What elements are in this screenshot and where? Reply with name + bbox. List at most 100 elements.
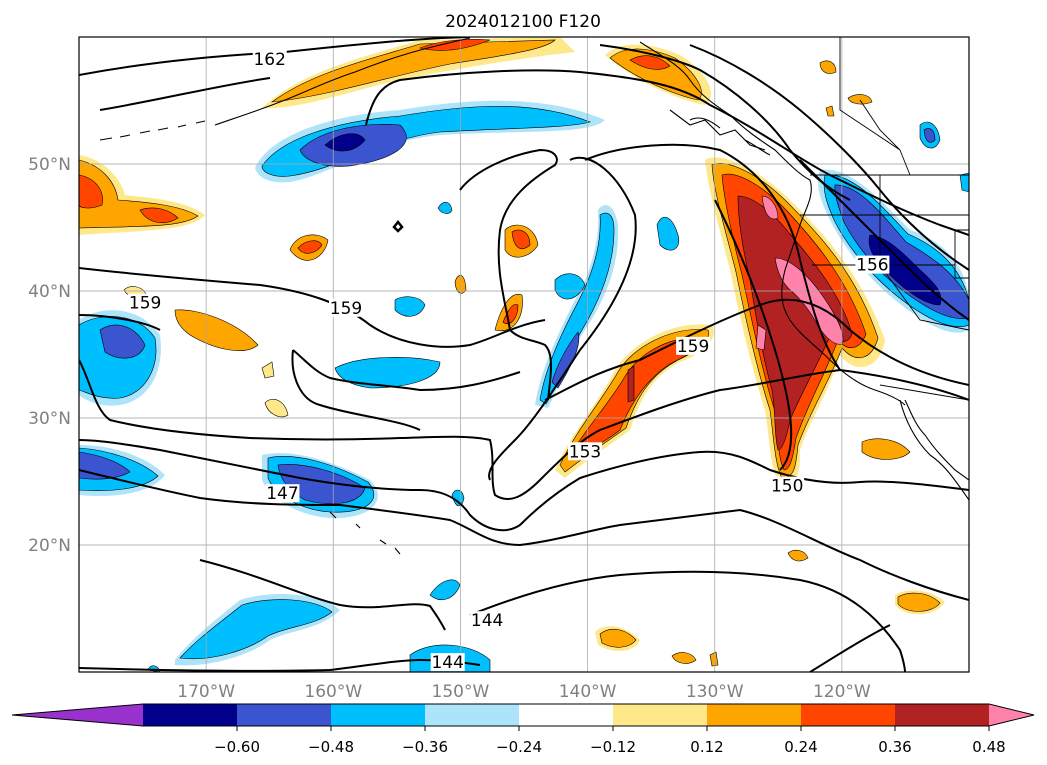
state-border <box>954 229 969 279</box>
positive-anomaly-region <box>261 361 275 379</box>
contour-line <box>365 69 969 236</box>
colorbar-bin <box>895 704 990 726</box>
contour-line-156 <box>292 349 521 392</box>
positive-anomaly-region <box>174 309 259 351</box>
positive-anomaly-region <box>787 549 809 562</box>
negative-anomaly-region <box>451 489 465 507</box>
contour-line <box>689 44 969 271</box>
colorbar-bin <box>707 704 802 726</box>
lon-tick-label: 140°W <box>559 682 617 702</box>
positive-anomaly-region <box>419 38 491 51</box>
contour-line-162 <box>99 77 271 111</box>
colorbar-tick-label: −0.12 <box>590 738 636 756</box>
contour-label: 144 <box>431 653 463 673</box>
contour-line-156 <box>714 199 793 471</box>
colorbar-outline <box>11 703 1035 727</box>
contour-label-background <box>252 49 287 68</box>
colorbar-bin <box>237 704 332 726</box>
contour-label: 159 <box>330 299 362 319</box>
positive-anomaly-region <box>709 651 719 667</box>
positive-anomaly-region <box>861 438 911 460</box>
contour-line <box>392 219 404 233</box>
positive-anomaly-region <box>79 159 199 229</box>
aleutian-islands <box>99 120 206 141</box>
colorbar-tick-label: 0.36 <box>878 738 911 756</box>
colorbar-extend-high <box>989 704 1034 726</box>
colorbar-tick-label: 0.48 <box>972 738 1005 756</box>
colorbar-bin <box>519 704 614 726</box>
colorbar-bin <box>425 704 520 726</box>
lat-tick-label: 50°N <box>28 155 71 175</box>
positive-anomaly-region <box>897 592 941 612</box>
mexico-coast <box>899 399 969 501</box>
contour-line-144 <box>469 570 906 672</box>
positive-anomaly-region <box>79 174 103 209</box>
colorbar-tick-label: 0.24 <box>784 738 817 756</box>
colorbar-bin <box>331 704 426 726</box>
colorbar-bin <box>613 704 708 726</box>
contour-label-background <box>329 298 363 317</box>
colorbar-bin <box>801 704 896 726</box>
colorbar-tick-label: −0.60 <box>214 738 260 756</box>
hawaii-islands <box>329 511 401 555</box>
colorbar-extend-low <box>12 704 143 726</box>
contour-line-147 <box>79 469 969 601</box>
longitude-tick-labels: 170°W 160°W 150°W 140°W 130°W 120°W <box>177 682 871 702</box>
contour-line-156 <box>799 159 969 321</box>
alaska-coast <box>214 37 471 126</box>
contour-label: 150 <box>771 477 803 497</box>
positive-anomaly-region <box>599 628 637 648</box>
us-mexico-border <box>879 384 969 401</box>
lon-tick-label: 170°W <box>177 682 235 702</box>
positive-anomaly-region <box>774 257 844 345</box>
contour-line-144 <box>809 624 891 672</box>
lon-tick-label: 160°W <box>304 682 362 702</box>
colorbar-tick-label: −0.36 <box>402 738 448 756</box>
negative-anomaly-region <box>179 599 333 660</box>
contour-label: 147 <box>266 484 298 504</box>
positive-anomaly-region <box>264 399 289 418</box>
colorbar-tick-label: −0.24 <box>496 738 542 756</box>
contour-label: 153 <box>569 442 601 462</box>
contour-label: 162 <box>253 50 285 70</box>
contour-label-background <box>470 611 505 630</box>
contour-line-159 <box>488 156 637 481</box>
lat-tick-label: 30°N <box>28 409 71 429</box>
contour-label-background <box>770 476 805 495</box>
negative-anomaly-region <box>923 128 936 143</box>
contour-labels: 162 159 159 159 156 153 150 147 144 144 <box>128 49 890 673</box>
contour-label: 159 <box>677 337 709 357</box>
map-title: 2024012100 F120 <box>445 12 601 32</box>
colorbar-bin <box>143 704 238 726</box>
lat-tick-label: 20°N <box>28 536 71 556</box>
positive-anomaly-region <box>825 105 835 117</box>
alaska-canada-border <box>839 37 911 176</box>
contour-line-159 <box>79 267 546 348</box>
alaska-panhandle <box>669 109 766 151</box>
lon-tick-label: 150°W <box>432 682 490 702</box>
negative-anomaly-region <box>656 216 680 251</box>
positive-anomaly-region <box>755 324 767 351</box>
positive-anomaly-region <box>847 94 873 105</box>
negative-anomaly-region <box>437 201 453 214</box>
colorbar-tick-label: −0.48 <box>308 738 354 756</box>
lon-tick-label: 120°W <box>813 682 871 702</box>
contour-line-159 <box>459 148 558 401</box>
contour-label-background <box>855 255 890 274</box>
map-frame <box>78 36 970 673</box>
contour-label: 144 <box>471 611 503 631</box>
contour-line-150 <box>79 439 969 532</box>
contour-line-153 <box>79 359 969 500</box>
coastlines <box>99 37 969 555</box>
contour-line-156 <box>291 349 421 431</box>
contour-label-background <box>676 336 711 355</box>
map-panel: 162 159 159 159 156 153 150 147 144 144 <box>79 37 969 673</box>
canada-coast <box>639 41 906 406</box>
positive-anomaly-region <box>297 240 323 254</box>
negative-anomaly-region <box>394 296 426 317</box>
contour-label-background <box>430 653 465 672</box>
baja-coast <box>904 399 969 481</box>
contour-label-background <box>568 442 603 461</box>
contour-label-background <box>265 484 300 503</box>
lat-tick-label: 40°N <box>28 282 71 302</box>
